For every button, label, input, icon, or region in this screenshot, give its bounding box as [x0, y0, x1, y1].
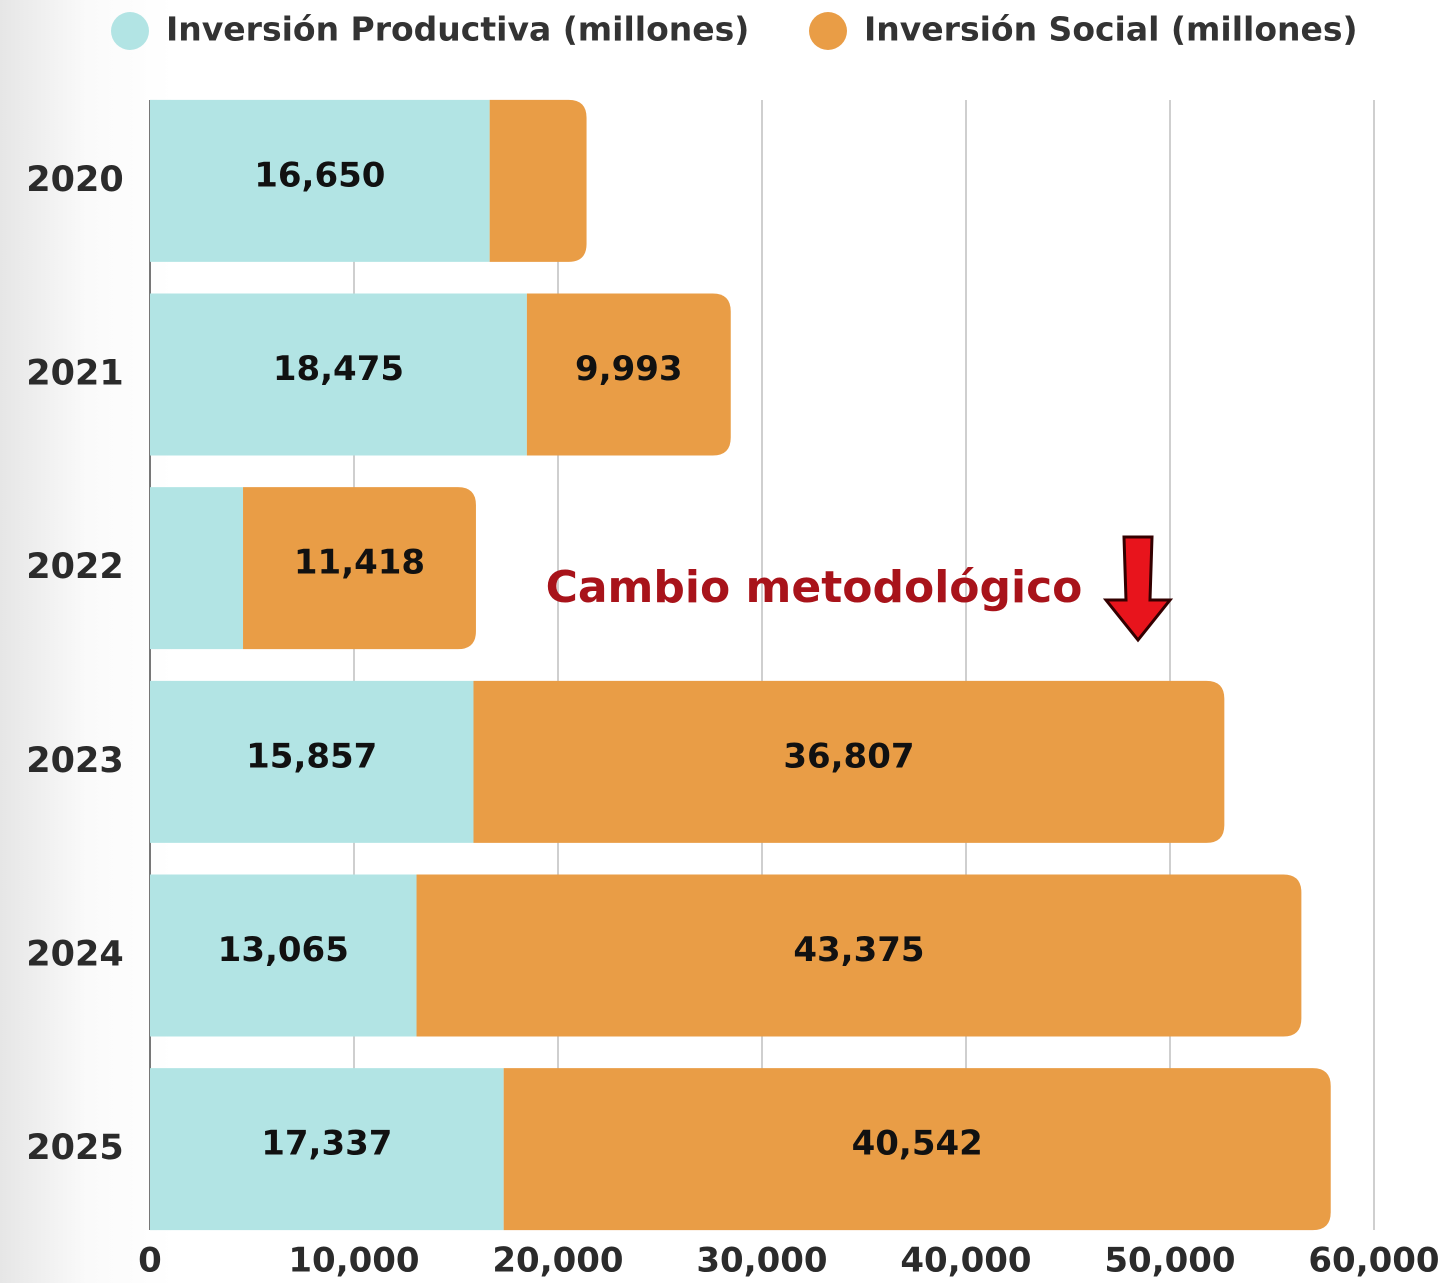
- data-label: 11,418: [294, 543, 425, 583]
- bar-segment: [150, 293, 527, 456]
- y-tick-label: 2025: [26, 1128, 123, 1168]
- bar-segment: [243, 487, 476, 650]
- x-tick-label: 40,000: [900, 1241, 1031, 1281]
- bar-segment: [416, 874, 1302, 1037]
- legend-label: Inversión Social (millones): [864, 10, 1358, 49]
- x-tick-label: 60,000: [1308, 1241, 1439, 1281]
- y-tick-label: 2020: [26, 160, 123, 200]
- data-label: 15,857: [246, 736, 377, 776]
- legend-label: Inversión Productiva (millones): [166, 10, 749, 49]
- x-tick-label: 0: [138, 1241, 162, 1281]
- bar-segment: [489, 99, 587, 262]
- x-tick-label: 30,000: [696, 1241, 827, 1281]
- legend-swatch: [809, 12, 847, 50]
- arrow: [1102, 535, 1174, 643]
- bar-segment: [473, 680, 1225, 843]
- data-label: 18,475: [273, 349, 404, 389]
- bar-segment: [150, 680, 474, 843]
- data-label: 16,650: [254, 155, 385, 195]
- x-tick-label: 50,000: [1104, 1241, 1235, 1281]
- bar-segment: [526, 293, 731, 456]
- data-label: 40,542: [852, 1124, 983, 1164]
- y-tick-label: 2023: [26, 741, 123, 781]
- bar-segment: [150, 99, 490, 262]
- x-tick-label: 10,000: [288, 1241, 419, 1281]
- bar-segment: [150, 1068, 504, 1231]
- bar-segment: [503, 1068, 1331, 1231]
- annotation: Cambio metodológico: [546, 562, 1083, 613]
- x-tick-label: 20,000: [492, 1241, 623, 1281]
- y-tick-label: 2021: [26, 354, 123, 394]
- bar-segment: [150, 874, 417, 1037]
- bar-segment: [150, 487, 244, 650]
- data-label: 36,807: [783, 736, 914, 776]
- data-label: 13,065: [218, 930, 349, 970]
- data-label: 17,337: [261, 1124, 392, 1164]
- data-label: 43,375: [793, 930, 924, 970]
- y-tick-label: 2022: [26, 547, 123, 587]
- legend-swatch: [111, 12, 149, 50]
- y-tick-label: 2024: [26, 935, 123, 975]
- data-label: 9,993: [575, 349, 683, 389]
